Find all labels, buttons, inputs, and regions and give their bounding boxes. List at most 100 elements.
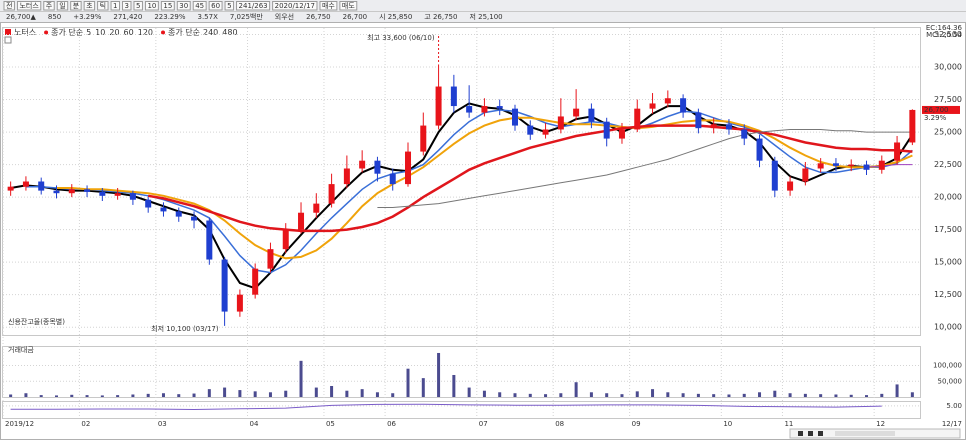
scroll-button[interactable] bbox=[808, 431, 813, 436]
toolbar-label[interactable]: 1 bbox=[113, 2, 117, 10]
toolbar-label[interactable]: 241/263 bbox=[239, 2, 268, 10]
candle-body bbox=[527, 125, 534, 135]
toolbar-button[interactable] bbox=[192, 1, 207, 11]
scroll-button[interactable] bbox=[818, 431, 823, 436]
toolbar-label[interactable]: 일 bbox=[59, 1, 65, 10]
legend-prefix: 종가 단순 bbox=[168, 27, 200, 37]
legend-entry: 20 bbox=[109, 28, 119, 37]
volume-bar bbox=[100, 395, 104, 397]
legend-entry: 10 bbox=[95, 28, 105, 37]
scroll-thumb[interactable] bbox=[835, 431, 895, 436]
candle-body bbox=[389, 173, 396, 185]
toolbar-button[interactable] bbox=[224, 1, 235, 11]
toolbar-label[interactable]: 15 bbox=[163, 2, 172, 10]
toolbar-button[interactable] bbox=[97, 1, 109, 11]
candle-body bbox=[7, 186, 14, 191]
quote-field: 외우선 bbox=[275, 12, 294, 21]
volume-bar bbox=[284, 390, 288, 397]
toolbar-label[interactable]: 매도 bbox=[342, 2, 355, 10]
candle-body bbox=[129, 193, 136, 200]
volume-bar bbox=[54, 395, 58, 397]
price-tag-label: 26,700 bbox=[924, 106, 949, 114]
volume-bar bbox=[406, 368, 410, 397]
toolbar-label[interactable]: 분 bbox=[73, 2, 80, 10]
volume-bar bbox=[482, 390, 486, 397]
toolbar-label[interactable]: 2020/12/17 bbox=[275, 2, 315, 10]
volume-bar bbox=[238, 390, 242, 397]
toolbar-label[interactable]: 5 bbox=[227, 2, 231, 10]
candle-body bbox=[878, 160, 885, 170]
candle-body bbox=[374, 160, 381, 174]
volume-bar bbox=[605, 393, 609, 397]
toolbar-button[interactable] bbox=[3, 1, 15, 11]
toolbar-label[interactable]: 주 bbox=[46, 2, 53, 10]
toolbar-label[interactable]: 45 bbox=[195, 2, 204, 10]
toolbar-label[interactable]: 60 bbox=[211, 2, 220, 10]
candle-body bbox=[328, 184, 335, 204]
toolbar-button[interactable] bbox=[144, 1, 159, 11]
toolbar-button[interactable] bbox=[272, 1, 318, 11]
y-tick-label: 50,000 bbox=[938, 377, 963, 385]
x-tick-label: 04 bbox=[250, 420, 259, 428]
volume-bar bbox=[803, 393, 807, 397]
toolbar-label[interactable]: 30 bbox=[179, 2, 188, 10]
toolbar-button[interactable] bbox=[319, 1, 338, 11]
candle-body bbox=[450, 86, 457, 107]
x-tick-label: 09 bbox=[632, 420, 641, 428]
toolbar-label[interactable]: 5 bbox=[136, 2, 140, 10]
toolbar-label[interactable]: 10 bbox=[147, 2, 156, 10]
y-tick-label: 5.00 bbox=[946, 402, 962, 410]
toolbar-button[interactable] bbox=[110, 1, 121, 11]
candle-body bbox=[832, 163, 839, 166]
toolbar-button[interactable] bbox=[176, 1, 191, 11]
y-tick-label: 100,000 bbox=[933, 362, 962, 370]
scroll-button[interactable] bbox=[798, 431, 803, 436]
ma-line bbox=[56, 116, 913, 260]
volume-bar bbox=[437, 352, 441, 397]
x-end-label: 12/17 bbox=[942, 420, 962, 428]
toolbar-label[interactable]: 노터스 bbox=[19, 1, 39, 10]
toolbar-label[interactable]: 3 bbox=[125, 2, 129, 10]
volume-bar bbox=[528, 393, 532, 397]
volume-bar bbox=[788, 393, 792, 397]
toolbar-button[interactable] bbox=[70, 1, 82, 11]
volume-bar bbox=[742, 393, 746, 397]
volume-bar bbox=[620, 394, 624, 397]
volume-bar bbox=[345, 390, 349, 397]
candle-body bbox=[343, 168, 350, 185]
ma-line bbox=[147, 124, 913, 233]
candle-body bbox=[863, 164, 870, 170]
indicator-value: MC:-20.54 bbox=[926, 31, 962, 39]
candle-body bbox=[145, 199, 152, 208]
candle-body bbox=[282, 229, 289, 250]
candle-body bbox=[359, 160, 366, 169]
candle-body bbox=[603, 121, 610, 139]
toolbar-label[interactable]: 초 bbox=[86, 2, 93, 10]
toolbar-button[interactable] bbox=[122, 1, 132, 11]
toolbar-button[interactable] bbox=[83, 1, 96, 11]
volume-bar bbox=[177, 394, 181, 397]
toolbar-label[interactable]: 매수 bbox=[322, 2, 335, 10]
toolbar-button[interactable] bbox=[43, 1, 55, 11]
toolbar-label[interactable]: 전 bbox=[6, 1, 12, 10]
volume-bar bbox=[146, 393, 150, 397]
candle-body bbox=[84, 189, 91, 192]
y-tick-label: 20,000 bbox=[934, 193, 962, 202]
candle-body bbox=[267, 249, 274, 269]
volume-bar bbox=[314, 387, 318, 397]
toolbar-label[interactable]: 틱 bbox=[100, 1, 106, 10]
toolbar-button[interactable] bbox=[236, 1, 271, 11]
volume-bar bbox=[895, 384, 899, 397]
scroll-controls[interactable] bbox=[789, 428, 961, 439]
chart-frame bbox=[0, 22, 966, 440]
toolbar-button[interactable] bbox=[56, 1, 69, 11]
toolbar-button[interactable] bbox=[208, 1, 223, 11]
y-tick-label: 15,000 bbox=[934, 258, 962, 267]
candle-body bbox=[802, 168, 809, 182]
toolbar-button[interactable] bbox=[160, 1, 175, 11]
toolbar-button[interactable] bbox=[133, 1, 143, 11]
toolbar-button[interactable] bbox=[339, 1, 358, 11]
volume-bar bbox=[651, 389, 655, 397]
toolbar-button[interactable] bbox=[16, 1, 42, 11]
volume-bar bbox=[85, 395, 89, 397]
